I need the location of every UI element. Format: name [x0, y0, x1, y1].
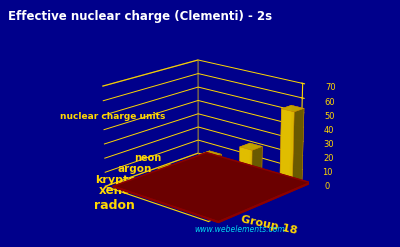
Text: nuclear charge units: nuclear charge units	[60, 112, 166, 121]
Text: Effective nuclear charge (Clementi) - 2s: Effective nuclear charge (Clementi) - 2s	[8, 10, 272, 23]
Text: www.webelements.com: www.webelements.com	[195, 225, 285, 234]
Text: argon: argon	[118, 164, 152, 174]
Text: xenon: xenon	[99, 184, 139, 197]
Text: neon: neon	[134, 153, 161, 163]
Text: Group 18: Group 18	[240, 214, 299, 236]
Text: krypton: krypton	[95, 175, 144, 185]
Text: radon: radon	[94, 199, 135, 212]
